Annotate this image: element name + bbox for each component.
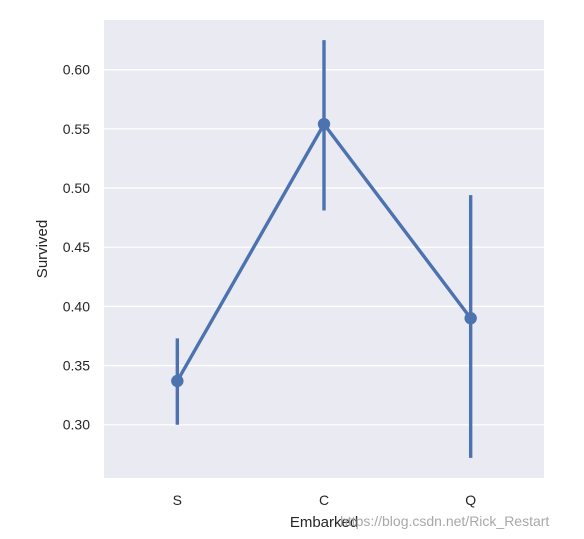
- y-tick-label: 0.60: [63, 62, 90, 78]
- x-tick-label: S: [173, 492, 182, 508]
- y-tick-label: 0.35: [63, 358, 90, 374]
- x-tick-label: C: [319, 492, 329, 508]
- y-tick-label: 0.45: [63, 239, 90, 255]
- x-axis-label: Embarked: [290, 514, 358, 531]
- y-tick-label: 0.50: [63, 180, 90, 196]
- y-tick-labels: 0.30 0.35 0.40 0.45 0.50 0.55 0.60: [63, 62, 90, 433]
- data-point: [171, 374, 184, 388]
- data-point: [464, 312, 477, 325]
- y-tick-label: 0.40: [63, 298, 90, 314]
- data-points: [171, 117, 477, 388]
- x-tick-label: Q: [465, 492, 476, 508]
- data-point: [317, 117, 331, 131]
- y-axis-label: Survived: [34, 220, 51, 278]
- y-tick-label: 0.55: [63, 121, 90, 137]
- y-tick-label: 0.30: [63, 417, 90, 433]
- watermark: https://blog.csdn.net/Rick_Restart: [340, 513, 550, 529]
